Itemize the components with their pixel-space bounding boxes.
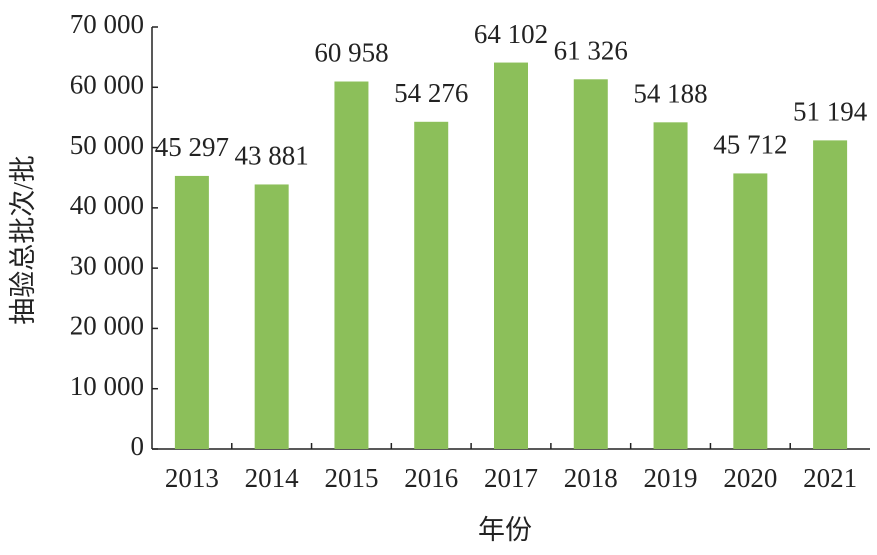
value-label: 51 194 bbox=[793, 97, 868, 127]
value-label: 64 102 bbox=[474, 19, 548, 49]
y-tick-label: 60 000 bbox=[70, 69, 144, 99]
x-tick-label: 2019 bbox=[644, 463, 698, 493]
y-tick-label: 30 000 bbox=[70, 250, 144, 280]
bar bbox=[653, 122, 688, 450]
bar bbox=[573, 79, 608, 449]
value-label: 45 297 bbox=[155, 132, 229, 162]
value-label: 43 881 bbox=[235, 141, 309, 171]
bar bbox=[494, 62, 528, 449]
y-tick-label: 70 000 bbox=[70, 9, 144, 39]
value-label: 61 326 bbox=[554, 35, 628, 65]
y-tick-label: 20 000 bbox=[70, 311, 144, 341]
x-tick-label: 2016 bbox=[404, 463, 458, 493]
value-label: 54 188 bbox=[633, 79, 707, 109]
value-label: 45 712 bbox=[713, 130, 787, 160]
bar bbox=[334, 81, 369, 449]
bar bbox=[254, 184, 289, 449]
y-tick-label: 50 000 bbox=[70, 130, 144, 160]
x-tick-label: 2018 bbox=[564, 463, 618, 493]
x-tick-label: 2014 bbox=[245, 463, 300, 493]
bar bbox=[414, 121, 449, 449]
bar bbox=[733, 173, 768, 449]
value-label: 54 276 bbox=[394, 78, 468, 108]
x-tick-label: 2017 bbox=[484, 463, 538, 493]
bar bbox=[174, 175, 209, 449]
y-tick-label: 10 000 bbox=[70, 371, 144, 401]
x-axis-label: 年份 bbox=[478, 515, 532, 545]
bar bbox=[813, 140, 848, 449]
x-tick-label: 2015 bbox=[324, 463, 378, 493]
y-tick-label: 0 bbox=[131, 431, 145, 461]
x-tick-label: 2021 bbox=[803, 463, 857, 493]
y-tick-label: 40 000 bbox=[70, 190, 144, 220]
x-tick-label: 2020 bbox=[723, 463, 777, 493]
value-label: 60 958 bbox=[314, 38, 388, 68]
y-axis-label: 抽验总批次/批 bbox=[8, 155, 38, 325]
x-tick-label: 2013 bbox=[165, 463, 219, 493]
